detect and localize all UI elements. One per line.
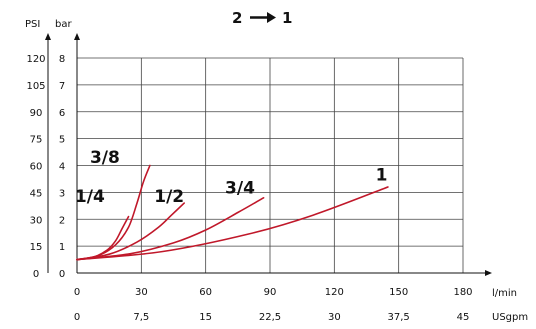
series-label: 1/2	[154, 187, 184, 207]
tick-labels: barPSIl/minUSgpm012345678015304560759010…	[25, 19, 528, 323]
psi-tick-label: 120	[26, 54, 45, 65]
x-tick-label: 90	[264, 287, 277, 298]
x-tick-label: 180	[453, 287, 472, 298]
y-tick-label: 1	[59, 242, 65, 253]
x-secondary-tick-label: 7,5	[133, 312, 149, 323]
arrow-right-icon	[250, 12, 276, 23]
title-from: 2	[232, 9, 242, 27]
y-tick-label: 4	[59, 162, 65, 173]
y-tick-label: 3	[59, 188, 65, 199]
series-line	[76, 186, 389, 261]
psi-tick-label: 15	[30, 242, 43, 253]
x-tick-label: 150	[389, 287, 408, 298]
x-secondary-tick-label: 22,5	[259, 312, 281, 323]
series-label: 3/4	[225, 179, 255, 199]
y-tick-label: 5	[59, 135, 65, 146]
x-secondary-tick-label: 30	[328, 312, 341, 323]
psi-tick-label: 105	[26, 81, 45, 92]
y-tick-label: 6	[59, 108, 65, 119]
series-line	[76, 164, 151, 261]
axes	[45, 33, 492, 276]
x-tick-label: 120	[325, 287, 344, 298]
psi-tick-label: 90	[30, 108, 43, 119]
x-axis-arrow	[485, 270, 492, 276]
x-secondary-tick-label: 37,5	[388, 312, 410, 323]
series-label: 1/4	[75, 187, 105, 207]
series-label: 3/8	[90, 148, 120, 168]
grid	[77, 57, 464, 273]
chart-title: 2 1	[232, 9, 292, 27]
x-secondary-tick-label: 15	[199, 312, 212, 323]
psi-tick-label: 45	[30, 188, 43, 199]
y-axis-arrow	[74, 33, 80, 40]
series-label: 1	[376, 165, 388, 185]
y-axis-unit-label: bar	[55, 19, 72, 30]
y-tick-label: 2	[59, 215, 65, 226]
x-secondary-tick-label: 45	[457, 312, 470, 323]
psi-tick-label: 60	[30, 162, 43, 173]
psi-tick-label: 30	[30, 215, 43, 226]
series-lines	[76, 164, 389, 261]
x-secondary-tick-label: 0	[74, 312, 80, 323]
x-tick-label: 60	[199, 287, 212, 298]
psi-axis-unit-label: PSI	[25, 19, 40, 30]
psi-tick-label: 75	[30, 135, 43, 146]
y-tick-label: 7	[59, 81, 65, 92]
title-to: 1	[282, 9, 292, 27]
x-axis-unit-label: l/min	[492, 288, 517, 299]
y-tick-label: 0	[59, 269, 65, 280]
series-line	[76, 197, 265, 261]
series-labels: 1/4 3/8 1/2 3/4 1	[75, 148, 388, 207]
psi-axis-arrow	[45, 33, 51, 40]
x-tick-label: 0	[74, 287, 80, 298]
series-line	[76, 202, 185, 261]
x-axis-secondary-unit-label: USgpm	[492, 312, 528, 323]
y-tick-label: 8	[59, 54, 65, 65]
psi-tick-label: 0	[33, 269, 39, 280]
x-tick-label: 30	[135, 287, 148, 298]
